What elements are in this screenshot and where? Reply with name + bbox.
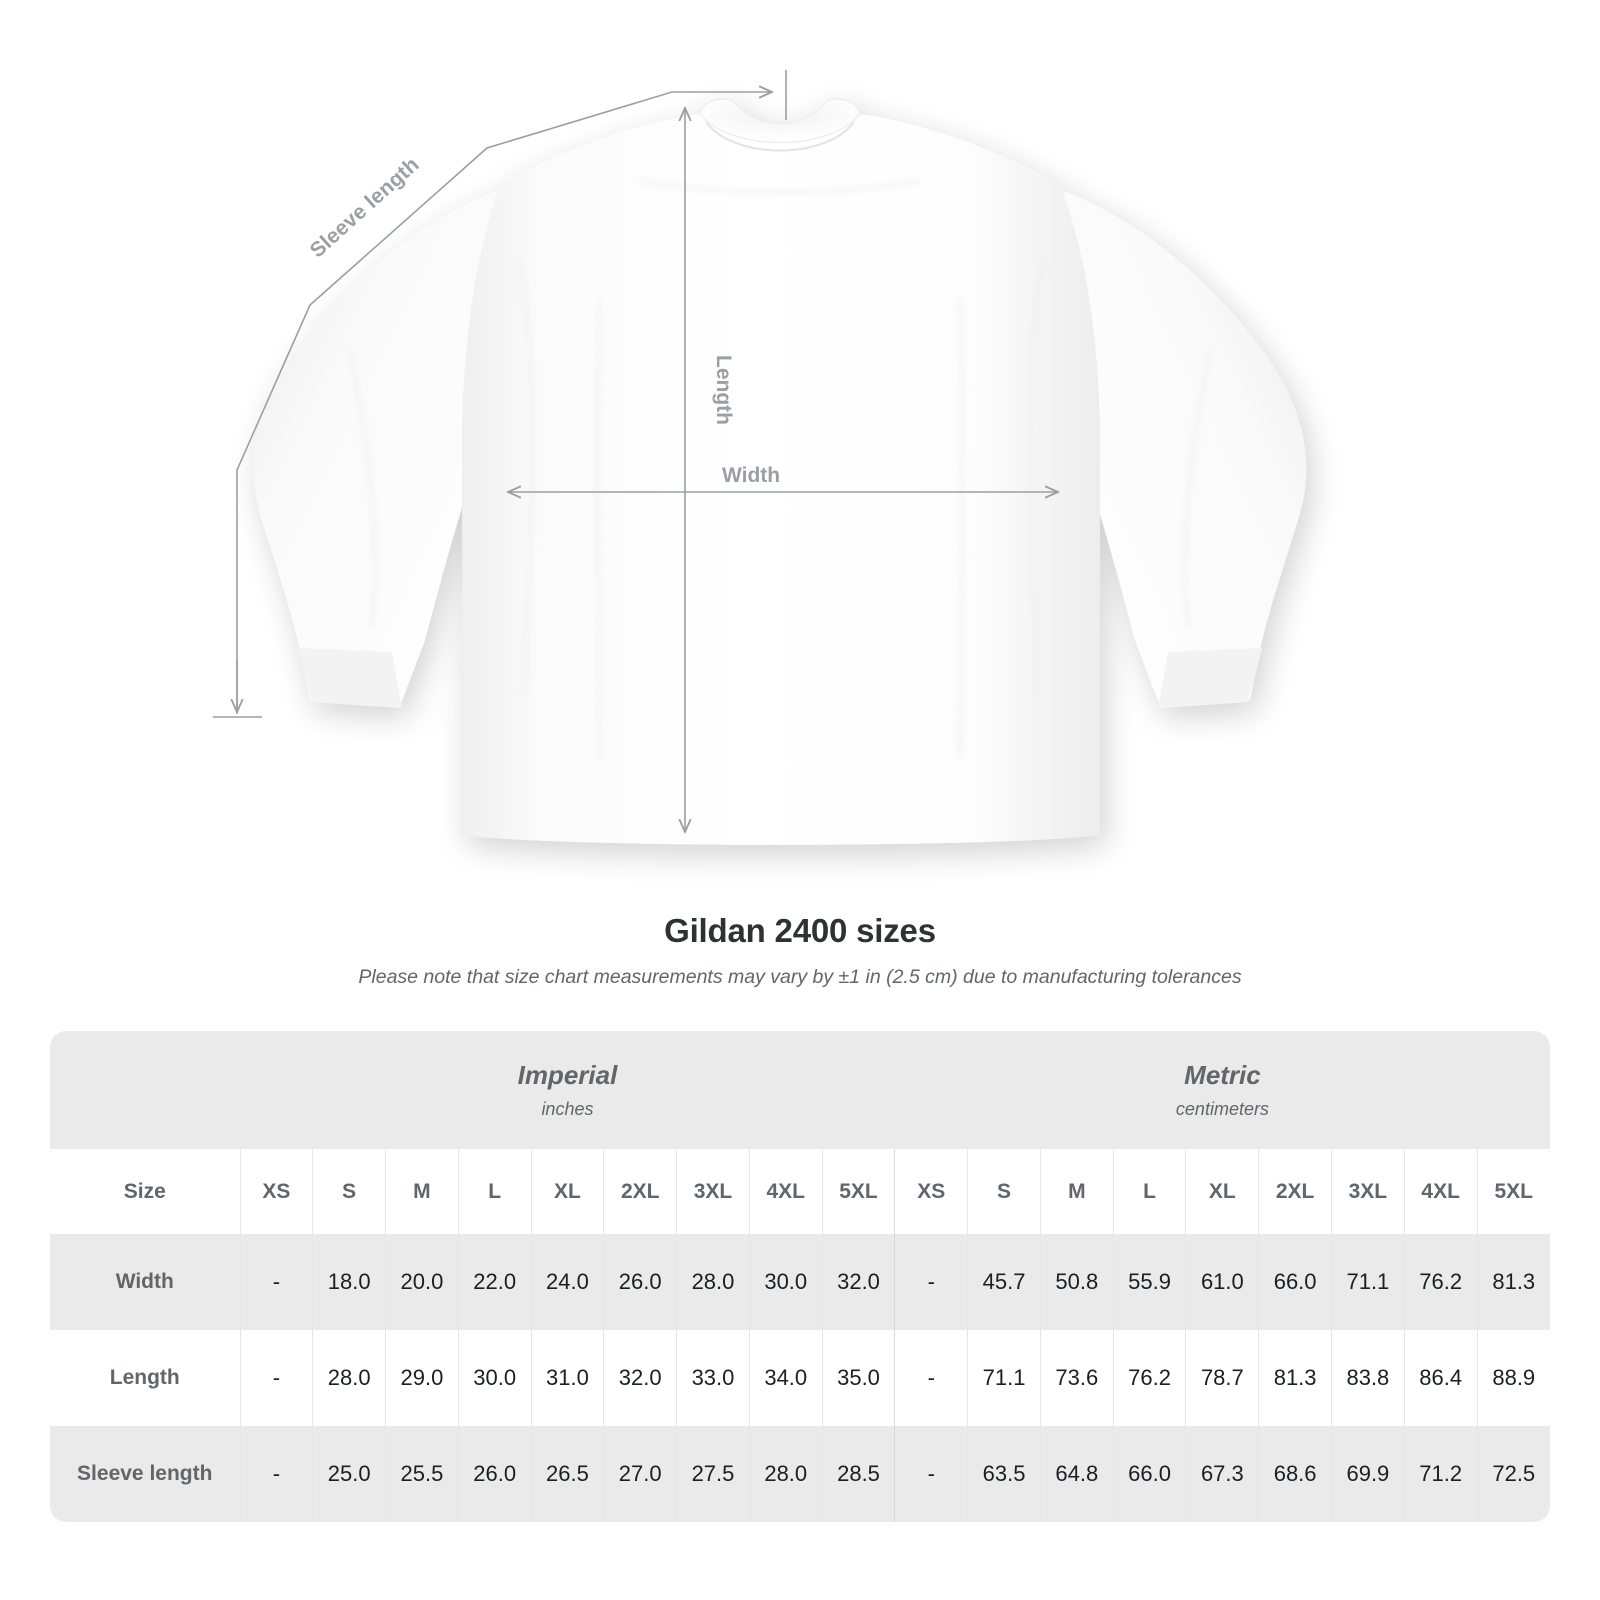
unit-header-blank: [50, 1031, 240, 1149]
unit-sub: centimeters: [1175, 1099, 1269, 1119]
cell-sleeve-length-metric-xs: -: [894, 1426, 968, 1522]
cell-sleeve-length-imperial-s: 25.0: [312, 1426, 386, 1522]
garment-illustration: Sleeve length Length Width: [213, 70, 1600, 900]
size-header-metric-4xl: 4XL: [1403, 1149, 1478, 1234]
cell-sleeve-length-metric-l: 66.0: [1112, 1426, 1186, 1522]
cell-length-imperial-5xl: 35.0: [821, 1330, 895, 1426]
cell-sleeve-length-imperial-xl: 26.5: [530, 1426, 604, 1522]
cell-sleeve-length-metric-3xl: 69.9: [1331, 1426, 1405, 1522]
row-label-width: Width: [50, 1234, 240, 1330]
page-title: Gildan 2400 sizes: [664, 912, 936, 949]
cell-length-metric-xl: 78.7: [1185, 1330, 1259, 1426]
cell-length-imperial-m: 29.0: [385, 1330, 459, 1426]
cell-length-metric-4xl: 86.4: [1403, 1330, 1478, 1426]
size-header-metric-l: L: [1112, 1149, 1186, 1234]
cell-width-metric-xl: 61.0: [1185, 1234, 1259, 1330]
cell-sleeve-length-imperial-4xl: 28.0: [748, 1426, 823, 1522]
unit-header-row: Imperial inches Metric centimeters: [50, 1031, 1550, 1149]
cell-width-imperial-s: 18.0: [312, 1234, 386, 1330]
size-header-row: Size XS S M L XL 2XL 3XL 4XL 5XL XS S M L XL 2XL 3XL 4XL 5…: [50, 1149, 1550, 1234]
cell-sleeve-length-imperial-xs: -: [239, 1426, 313, 1522]
row-label-length: Length: [50, 1330, 240, 1426]
tshirt-photo: [253, 98, 1307, 845]
table-row: Width -18.0 20.0 22.0 24.0 26.0 28.0 30.0 32.0-4…: [50, 1234, 1550, 1330]
cell-sleeve-length-imperial-m: 25.5: [385, 1426, 459, 1522]
cell-sleeve-length-imperial-5xl: 28.5: [821, 1426, 895, 1522]
cell-sleeve-length-metric-xl: 67.3: [1185, 1426, 1259, 1522]
cell-length-imperial-2xl: 32.0: [603, 1330, 677, 1426]
cell-length-metric-m: 73.6: [1039, 1330, 1114, 1426]
cell-sleeve-length-metric-5xl: 72.5: [1476, 1426, 1550, 1522]
cell-length-metric-3xl: 83.8: [1331, 1330, 1405, 1426]
cell-width-metric-4xl: 76.2: [1403, 1234, 1478, 1330]
cell-width-metric-m: 50.8: [1039, 1234, 1114, 1330]
measurement-overlay: [213, 70, 1600, 900]
unit-header-metric: Metric centimeters: [894, 1031, 1550, 1149]
tolerance-note: Please note that size chart measurements…: [358, 966, 1242, 988]
cell-sleeve-length-imperial-2xl: 27.0: [603, 1426, 677, 1522]
cell-width-metric-l: 55.9: [1112, 1234, 1186, 1330]
cell-width-imperial-3xl: 28.0: [676, 1234, 750, 1330]
width-annotation: Width: [722, 464, 781, 487]
size-header-imperial-4xl: 4XL: [748, 1149, 823, 1234]
cell-width-imperial-2xl: 26.0: [603, 1234, 677, 1330]
cell-sleeve-length-imperial-l: 26.0: [457, 1426, 532, 1522]
table-row: Sleeve length -25.0 25.5 26.0 26.5 27.0 27.5 28…: [50, 1426, 1550, 1522]
size-header-label: Size: [50, 1149, 240, 1234]
cell-width-imperial-xl: 24.0: [530, 1234, 604, 1330]
cell-width-metric-5xl: 81.3: [1476, 1234, 1550, 1330]
size-header-metric-3xl: 3XL: [1331, 1149, 1405, 1234]
title-block: Gildan 2400 sizes Please note that size …: [0, 912, 1600, 989]
cell-length-metric-s: 71.1: [967, 1330, 1041, 1426]
table-row: Length -28.0 29.0 30.0 31.0 32.0 33.0 34.0 35.0-…: [50, 1330, 1550, 1426]
cell-length-imperial-l: 30.0: [457, 1330, 532, 1426]
cell-width-metric-s: 45.7: [967, 1234, 1041, 1330]
size-table: Imperial inches Metric centimeters Size XS S M L…: [50, 1031, 1550, 1522]
unit-sub: inches: [541, 1099, 594, 1119]
size-table-wrapper: Imperial inches Metric centimeters Size XS S M L…: [50, 1031, 1550, 1522]
size-header-imperial-xs: XS: [239, 1149, 313, 1234]
cell-length-imperial-4xl: 34.0: [748, 1330, 823, 1426]
size-header-metric-xs: XS: [894, 1149, 968, 1234]
size-header-metric-s: S: [967, 1149, 1041, 1234]
size-header-metric-5xl: 5XL: [1476, 1149, 1550, 1234]
size-header-imperial-l: L: [457, 1149, 532, 1234]
cell-length-metric-2xl: 81.3: [1258, 1330, 1332, 1426]
size-header-imperial-xl: XL: [530, 1149, 604, 1234]
size-header-imperial-3xl: 3XL: [676, 1149, 750, 1234]
cell-sleeve-length-metric-m: 64.8: [1039, 1426, 1114, 1522]
cell-width-metric-3xl: 71.1: [1331, 1234, 1405, 1330]
size-header-imperial-5xl: 5XL: [821, 1149, 895, 1234]
size-header-imperial-2xl: 2XL: [603, 1149, 677, 1234]
cell-width-imperial-xs: -: [239, 1234, 313, 1330]
cell-sleeve-length-imperial-3xl: 27.5: [676, 1426, 750, 1522]
cell-length-imperial-xl: 31.0: [530, 1330, 604, 1426]
cell-length-imperial-3xl: 33.0: [676, 1330, 750, 1426]
length-annotation: Length: [711, 355, 735, 425]
cell-length-metric-l: 76.2: [1112, 1330, 1186, 1426]
size-header-imperial-s: S: [312, 1149, 386, 1234]
size-header-metric-m: M: [1039, 1149, 1114, 1234]
size-header-metric-xl: XL: [1185, 1149, 1259, 1234]
cell-width-imperial-4xl: 30.0: [748, 1234, 823, 1330]
cell-width-imperial-5xl: 32.0: [821, 1234, 895, 1330]
cell-width-imperial-l: 22.0: [457, 1234, 532, 1330]
size-header-imperial-m: M: [385, 1149, 459, 1234]
cell-width-metric-xs: -: [894, 1234, 968, 1330]
size-header-metric-2xl: 2XL: [1258, 1149, 1332, 1234]
unit-name: Imperial: [517, 1060, 618, 1090]
cell-length-metric-5xl: 88.9: [1476, 1330, 1550, 1426]
cell-length-imperial-s: 28.0: [312, 1330, 386, 1426]
cell-sleeve-length-metric-4xl: 71.2: [1403, 1426, 1478, 1522]
cell-length-imperial-xs: -: [239, 1330, 313, 1426]
cell-sleeve-length-metric-2xl: 68.6: [1258, 1426, 1332, 1522]
cell-sleeve-length-metric-s: 63.5: [967, 1426, 1041, 1522]
unit-name: Metric: [1184, 1060, 1261, 1090]
row-label-sleeve-length: Sleeve length: [50, 1426, 240, 1522]
cell-width-imperial-m: 20.0: [385, 1234, 459, 1330]
cell-length-metric-xs: -: [894, 1330, 968, 1426]
unit-header-imperial: Imperial inches: [240, 1031, 895, 1149]
cell-width-metric-2xl: 66.0: [1258, 1234, 1332, 1330]
